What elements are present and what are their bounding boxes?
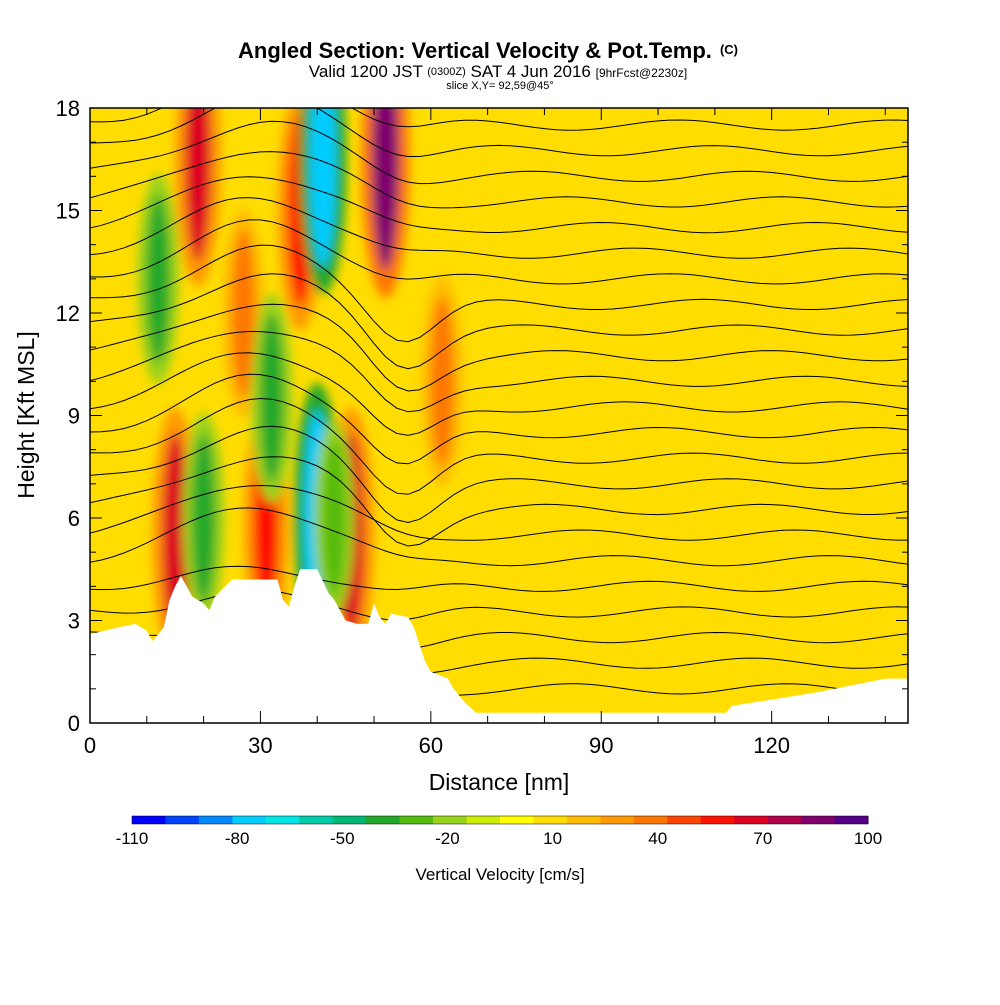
colorbar-swatch: [433, 816, 468, 824]
colorbar-tick-label: -80: [225, 829, 250, 848]
theta-contour: [90, 108, 908, 131]
colorbar-swatch: [332, 816, 367, 824]
colorbar-swatch: [667, 816, 702, 824]
theta-contour: [90, 373, 908, 465]
colorbar-title: Vertical Velocity [cm/s]: [415, 865, 584, 884]
colorbar-swatch: [232, 816, 267, 824]
colorbar-tick-label: 40: [648, 829, 667, 848]
colorbar: -110 -80 -50 -20 10 40 70 100: [116, 815, 882, 848]
colorbar-swatch: [366, 816, 401, 824]
y-tick-label: 6: [68, 506, 80, 531]
colorbar-swatch: [633, 816, 668, 824]
y-tick-label: 15: [56, 199, 80, 224]
theta-contour: [90, 425, 908, 524]
colorbar-tick-label: -50: [330, 829, 355, 848]
colorbar-swatch: [600, 816, 635, 824]
theta-contour: [90, 330, 908, 413]
x-tick-label: 120: [753, 733, 790, 758]
colorbar-swatch: [834, 816, 869, 824]
downdraft-core: [323, 440, 346, 596]
updraft-core: [231, 229, 255, 397]
y-tick-label: 18: [56, 96, 80, 121]
colorbar-swatch: [399, 816, 434, 824]
downdraft-core: [146, 194, 170, 363]
theta-contour: [90, 219, 908, 285]
colorbar-swatch: [566, 816, 601, 824]
y-tick-label: 12: [56, 301, 80, 326]
y-tick-label: 3: [68, 609, 80, 634]
updraft-core: [430, 297, 454, 466]
colorbar-tick-label: -110: [116, 829, 149, 848]
y-tick-label: 9: [68, 404, 80, 429]
y-axis: 0 3 6 9 12 15 18: [56, 96, 908, 736]
colorbar-frame: [131, 815, 869, 825]
x-tick-label: 30: [248, 733, 272, 758]
theta-contour: [90, 120, 908, 185]
downdraft-core: [192, 434, 216, 602]
chart-title: Angled Section: Vertical Velocity & Pot.…: [238, 38, 738, 63]
colorbar-swatch: [767, 816, 802, 824]
theta-contour: [90, 176, 908, 234]
theta-contour: [90, 197, 908, 259]
updraft-core: [185, 108, 211, 262]
x-tick-label: 0: [84, 733, 96, 758]
theta-contour: [90, 352, 908, 436]
theta-contour: [90, 108, 908, 157]
y-axis-title: Height [Kft MSL]: [13, 331, 39, 498]
theta-contour: [90, 484, 908, 541]
theta-contour: [90, 507, 908, 567]
theta-contour: [90, 244, 908, 343]
colorbar-swatch: [132, 816, 166, 824]
colorbar-tick-label: 70: [753, 829, 772, 848]
colorbar-swatch: [700, 816, 735, 824]
x-axis: 0 30 60 90 120: [84, 108, 886, 758]
x-tick-label: 60: [419, 733, 443, 758]
colorbar-swatch: [734, 816, 769, 824]
colorbar-swatch: [801, 816, 836, 824]
theta-contour: [90, 565, 908, 592]
colorbar-swatch: [165, 816, 200, 824]
colorbar-tick-label: 100: [854, 829, 882, 848]
updraft-core: [371, 108, 399, 271]
terrain: [90, 569, 908, 723]
downdraft-core: [260, 314, 284, 483]
colorbar-swatch: [299, 816, 334, 824]
plot-area: [90, 108, 908, 723]
theta-contour: [90, 303, 908, 392]
colorbar-swatch: [533, 816, 568, 824]
colorbar-swatch: [198, 816, 233, 824]
colorbar-swatch: [466, 816, 501, 824]
x-axis-title: Distance [nm]: [429, 769, 570, 795]
x-tick-label: 90: [589, 733, 613, 758]
theta-contours: [90, 108, 908, 697]
colorbar-tick-label: -20: [435, 829, 460, 848]
theta-contour: [90, 151, 908, 209]
slice-label: slice X,Y= 92,59@45°: [446, 80, 554, 92]
colorbar-tick-label: 10: [543, 829, 562, 848]
chart-subtitle: Valid 1200 JST (0300Z) SAT 4 Jun 2016 [9…: [309, 60, 687, 81]
downdraft-core: [309, 108, 337, 268]
theta-contour: [90, 273, 908, 370]
theta-contour: [90, 397, 908, 495]
colorbar-swatch: [500, 816, 534, 824]
y-tick-label: 0: [68, 711, 80, 736]
theta-contour: [90, 456, 908, 547]
colorbar-swatch: [265, 816, 300, 824]
